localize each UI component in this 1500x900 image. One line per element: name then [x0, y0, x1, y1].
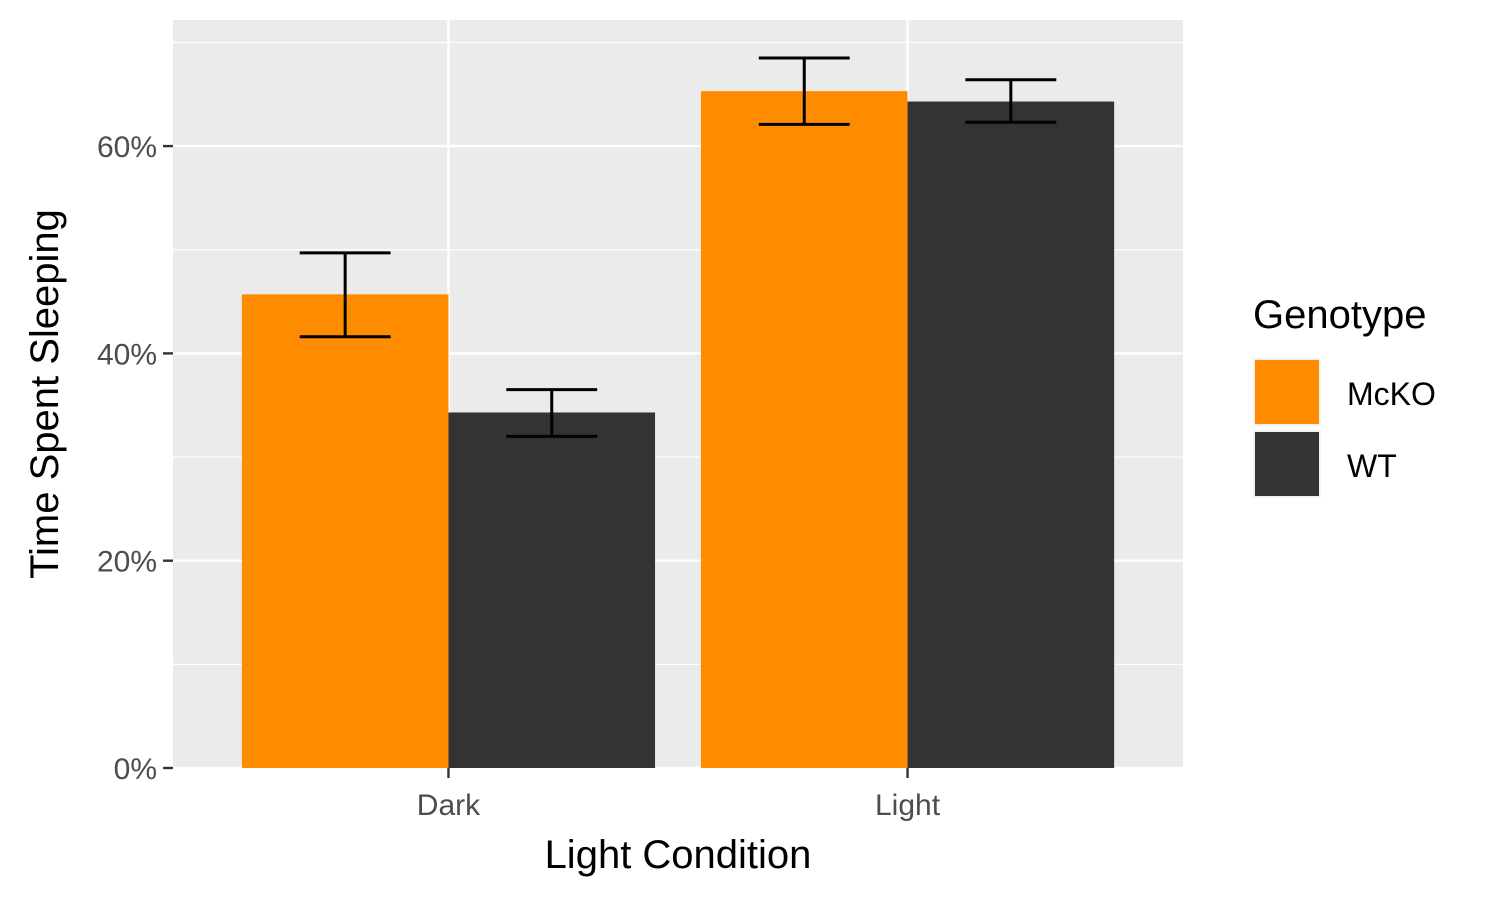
y-axis: 0% 20% 40% 60% — [97, 131, 173, 786]
x-axis: Dark Light — [417, 768, 941, 822]
y-tick-label: 60% — [97, 131, 157, 164]
bar-mcko-light — [700, 91, 908, 768]
legend-label-mcko: McKO — [1347, 376, 1436, 412]
bar-wt-dark — [448, 412, 656, 768]
bar-wt-light — [907, 101, 1115, 769]
bar-mcko-dark — [241, 294, 449, 768]
y-tick-label: 40% — [97, 338, 157, 371]
y-axis-title: Time Spent Sleeping — [23, 209, 67, 579]
x-tick-label: Dark — [417, 789, 481, 822]
legend-label-wt: WT — [1347, 448, 1397, 484]
legend: Genotype McKO WT — [1253, 293, 1436, 498]
legend-swatch-wt — [1255, 432, 1319, 496]
x-axis-title: Light Condition — [545, 833, 812, 877]
error-bars — [299, 56, 1057, 438]
legend-swatch-mcko — [1255, 360, 1319, 424]
bars — [241, 91, 1115, 769]
y-tick-label: 0% — [114, 753, 157, 786]
x-tick-label: Light — [875, 789, 941, 822]
y-tick-label: 20% — [97, 546, 157, 579]
legend-title: Genotype — [1253, 293, 1426, 337]
